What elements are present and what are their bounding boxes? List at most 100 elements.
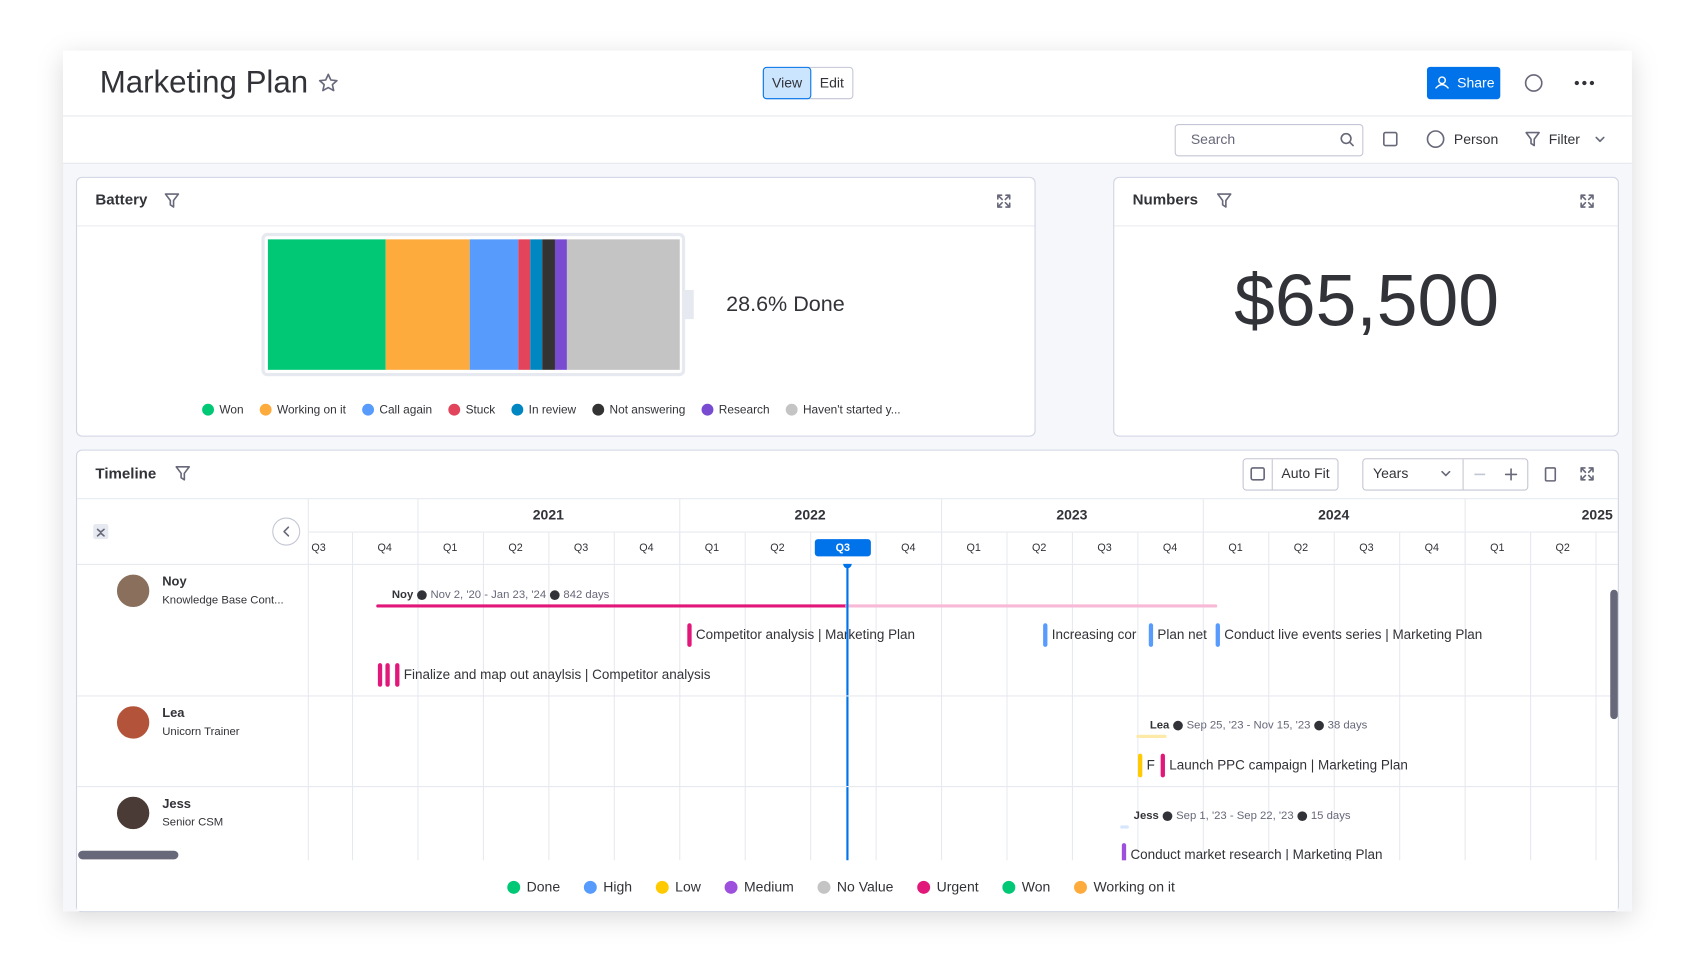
item-label[interactable]: Launch PPC campaign | Marketing Plan (1169, 758, 1408, 773)
legend-label: Won (219, 402, 243, 416)
scale-label[interactable]: Years (1373, 465, 1408, 481)
save-icon[interactable] (1383, 131, 1398, 147)
quarter-label: Q1 (443, 542, 457, 554)
legend-label: Done (527, 879, 561, 895)
legend-bar (77, 860, 1618, 912)
battery-done-label: 28.6% Done (726, 291, 845, 316)
battery-segment (554, 239, 567, 370)
legend-swatch (583, 880, 597, 894)
vertical-scrollbar[interactable] (1610, 589, 1618, 720)
legend-swatch (448, 403, 461, 416)
item-label[interactable]: Competitor analysis | Marketing Plan (696, 627, 915, 642)
quarter-label: Q1 (1490, 542, 1504, 554)
share-button[interactable] (1426, 66, 1501, 100)
summary-dates: Nov 2, '20 - Jan 23, '24 (431, 589, 547, 601)
legend-swatch (592, 403, 605, 416)
battery-filter-icon[interactable] (164, 193, 180, 208)
legend-label: Urgent (937, 879, 979, 895)
quarter-label: Q4 (901, 542, 915, 554)
battery-segment (518, 239, 531, 370)
item-marker (395, 663, 400, 687)
collapse-icon (96, 528, 105, 537)
item-marker (1121, 843, 1127, 861)
filter-label[interactable]: Filter (1549, 131, 1580, 147)
person-name: Jess (162, 796, 191, 811)
timeline-filter-icon[interactable] (175, 466, 191, 481)
quarter-label: Q3 (574, 542, 588, 554)
person-role: Senior CSM (162, 817, 223, 829)
summary-dates: Sep 1, '23 - Sep 22, '23 (1176, 810, 1294, 822)
quarter-label: Q4 (378, 542, 392, 554)
filter-icon[interactable] (1525, 131, 1540, 147)
battery-segment (385, 239, 470, 370)
scale-chevron[interactable] (1441, 470, 1451, 477)
item-marker (1160, 753, 1165, 778)
legend-swatch (701, 403, 714, 416)
view-label[interactable]: View (772, 74, 803, 90)
item-marker (1148, 623, 1154, 647)
search-icon (1340, 132, 1352, 145)
item-marker (1215, 623, 1220, 647)
item-marker (1138, 753, 1143, 778)
legend-swatch (817, 880, 831, 894)
avatar (115, 573, 151, 609)
horizontal-scrollbar[interactable] (78, 850, 179, 860)
legend-swatch (724, 880, 738, 894)
star-icon[interactable] (318, 73, 338, 92)
summary-dot (1314, 720, 1324, 731)
person-role: Unicorn Trainer (162, 726, 240, 738)
search-box[interactable] (1174, 123, 1364, 157)
summary-duration: 842 days (563, 589, 609, 601)
summary-duration: 38 days (1328, 720, 1368, 732)
board-title: Marketing Plan (100, 64, 308, 99)
quarter-label: Q3 (1097, 542, 1111, 554)
calendar-icon[interactable] (1250, 467, 1265, 481)
numbers-expand-icon[interactable] (1580, 194, 1594, 208)
edit-label[interactable]: Edit (820, 74, 844, 90)
item-label[interactable]: Increasing cor (1052, 627, 1137, 642)
auto-fit-button[interactable] (1242, 458, 1339, 491)
battery-segment (542, 239, 555, 370)
legend-swatch (655, 880, 669, 894)
legend-label: Working on it (1093, 879, 1175, 895)
numbers-value: $65,500 (1234, 260, 1499, 342)
export-icon[interactable] (1544, 467, 1557, 482)
legend-swatch (785, 403, 798, 416)
quarter-label: Q2 (1294, 542, 1308, 554)
item-label[interactable]: F (1147, 758, 1155, 773)
person-icon[interactable] (1426, 130, 1445, 148)
person-name: Noy (162, 574, 187, 589)
person-label[interactable]: Person (1454, 131, 1498, 147)
legend-label: Haven't started y... (803, 402, 901, 416)
auto-fit-label[interactable]: Auto Fit (1281, 465, 1329, 481)
item-label[interactable]: Finalize and map out anaylsis | Competit… (404, 667, 711, 682)
scroll-back-button[interactable] (272, 517, 301, 546)
view-button[interactable] (762, 66, 812, 100)
year-label: 2022 (795, 507, 826, 523)
summary-name: Lea (1150, 720, 1170, 732)
legend-label: Medium (744, 879, 794, 895)
battery-expand-icon[interactable] (997, 194, 1011, 208)
filter-chevron[interactable] (1595, 136, 1605, 143)
zoom-in[interactable] (1504, 468, 1518, 481)
item-marker (385, 663, 390, 687)
summary-duration: 15 days (1311, 810, 1351, 822)
timeline-expand-icon[interactable] (1580, 467, 1594, 481)
numbers-filter-icon[interactable] (1216, 193, 1232, 208)
summary-dot (1162, 811, 1173, 822)
item-label[interactable]: Conduct market research | Marketing Plan (1130, 847, 1382, 862)
battery-segment (267, 239, 386, 370)
quarter-label: Q2 (508, 542, 522, 554)
quarter-label: Q4 (1425, 542, 1439, 554)
share-label[interactable]: Share (1457, 74, 1495, 90)
avatar (115, 705, 151, 740)
item-label[interactable]: Conduct live events series | Marketing P… (1224, 627, 1482, 642)
legend-label: Stuck (466, 402, 496, 416)
quarter-label: Q4 (639, 542, 653, 554)
more-icon[interactable] (1574, 80, 1595, 86)
today-dot (843, 563, 852, 569)
summary-dot (417, 590, 427, 601)
updates-icon[interactable] (1524, 74, 1543, 92)
item-label[interactable]: Plan net (1157, 627, 1207, 642)
current-quarter-pill (814, 539, 871, 557)
